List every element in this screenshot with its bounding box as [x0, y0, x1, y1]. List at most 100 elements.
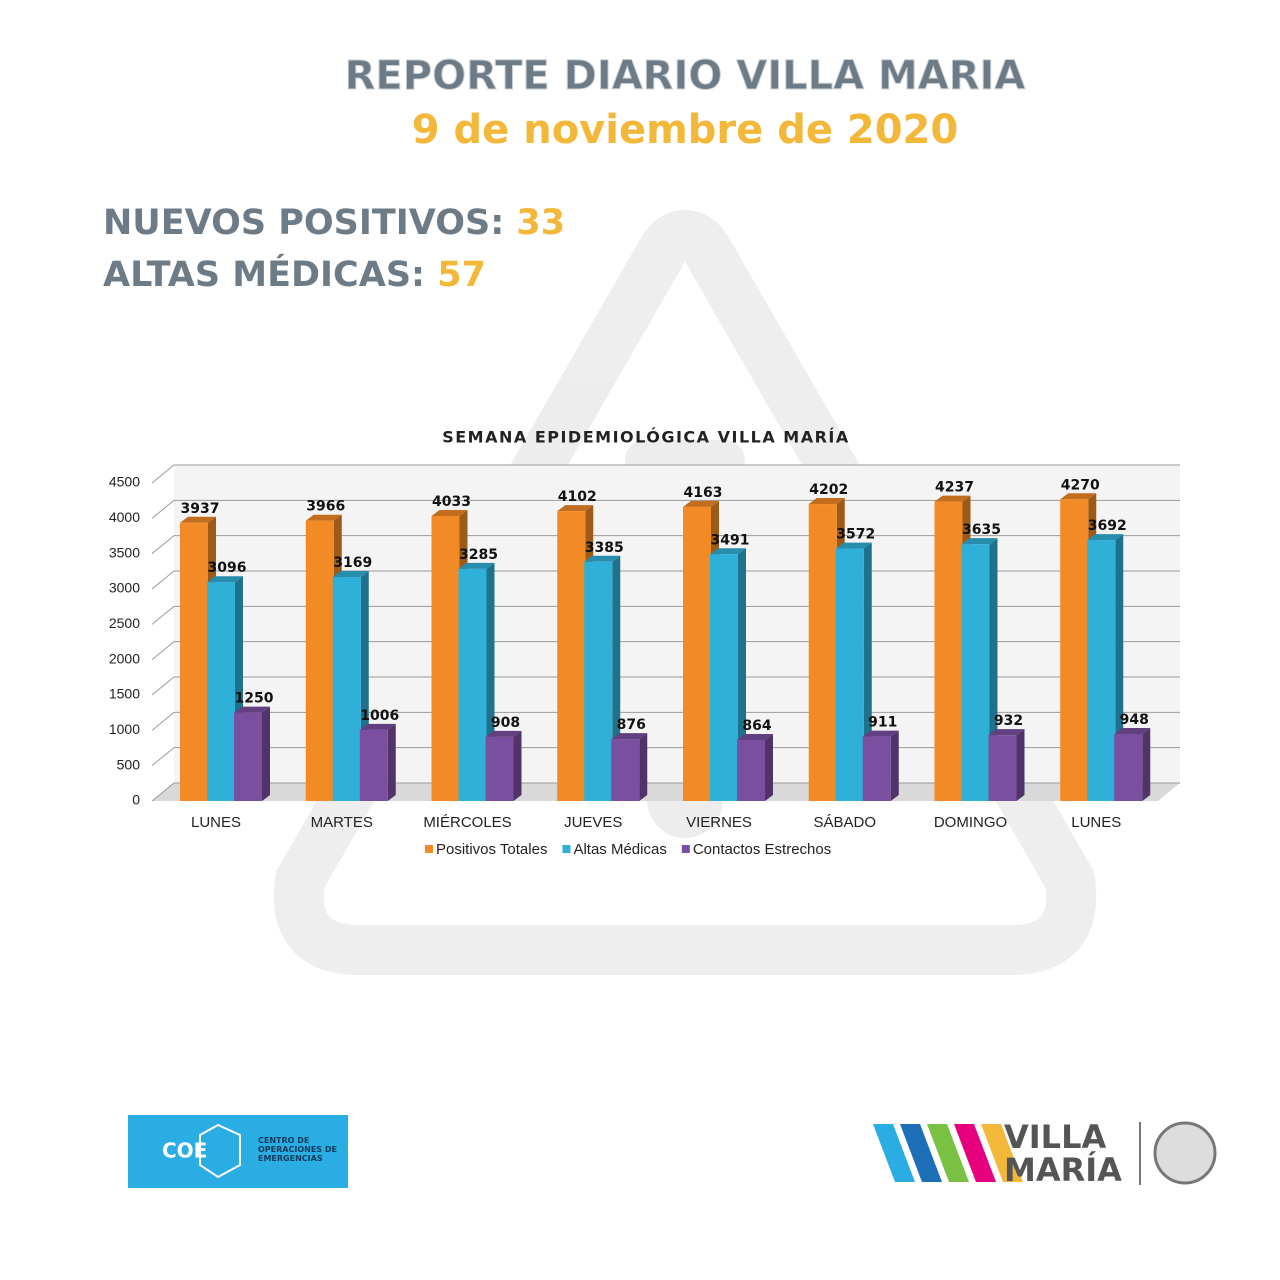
stat-line: ALTAS MÉDICAS: 57 [103, 253, 486, 295]
bar [835, 548, 864, 801]
chart-floor [152, 783, 1180, 801]
bar [611, 739, 640, 801]
bar-top [458, 562, 495, 569]
bar-side [1016, 729, 1025, 801]
bar [1087, 540, 1116, 801]
stripe [873, 1124, 915, 1182]
value-label: 932 [994, 713, 1023, 729]
stat-label: ALTAS MÉDICAS: [103, 253, 425, 295]
bar [234, 712, 262, 801]
bar-side [262, 706, 270, 801]
bar [1114, 734, 1143, 801]
y-tick-label: 3500 [109, 544, 140, 560]
bar-side [890, 730, 899, 801]
value-label: 3966 [306, 499, 345, 515]
value-label: 1250 [235, 691, 274, 707]
bar-top [584, 555, 621, 562]
y-tick-label: 4000 [109, 509, 140, 525]
bar [1060, 499, 1089, 801]
bar [207, 582, 235, 801]
bar [683, 506, 711, 801]
value-label: 3385 [585, 540, 624, 556]
bar [961, 544, 990, 801]
bar-top [737, 733, 773, 740]
stripe [954, 1124, 996, 1182]
value-label: 3285 [459, 547, 498, 563]
bar-top [431, 510, 468, 517]
value-label: 4102 [558, 489, 597, 505]
bar-top [234, 706, 270, 713]
value-label: 876 [617, 717, 646, 733]
y-tick-label: 4500 [109, 474, 140, 490]
stripe [927, 1124, 969, 1182]
value-label: 3692 [1088, 518, 1127, 534]
bar [557, 511, 586, 801]
report-date: 9 de noviembre de 2020 [412, 107, 958, 153]
x-tick-label: MIÉRCOLES [423, 814, 511, 831]
legend-label: Altas Médicas [573, 841, 666, 858]
bar-top [988, 729, 1025, 736]
coe-logo [128, 1115, 348, 1188]
bar-top [611, 733, 648, 740]
stripe [981, 1124, 1023, 1182]
bar-top [1114, 728, 1151, 735]
bar-top [557, 505, 594, 512]
stat-value: 57 [437, 255, 486, 295]
value-label: 3169 [333, 555, 372, 571]
stat-label: NUEVOS POSITIVOS: [103, 203, 504, 243]
bar-top [485, 730, 522, 737]
bar-side [639, 733, 648, 801]
value-label: 908 [491, 715, 520, 731]
value-label: 911 [868, 715, 897, 731]
bar [359, 729, 388, 801]
y-tick-label: 1500 [109, 686, 140, 702]
chart-title: SEMANA EPIDEMIOLÓGICA VILLA MARÍA [442, 428, 850, 447]
y-tick-label: 500 [117, 756, 141, 772]
value-label: 4270 [1061, 477, 1100, 493]
legend-swatch [425, 845, 433, 853]
bar-top [305, 514, 342, 521]
bar [332, 577, 361, 801]
bar-side [1142, 728, 1151, 801]
coe-icon [199, 1123, 241, 1179]
bar [988, 735, 1017, 801]
bar-top [180, 516, 216, 523]
bar-top [808, 498, 845, 505]
y-tick-label: 3000 [109, 580, 140, 596]
chart: 0 500 1000 1500 2000 2500 3000 3500 4000 4500 LUNE… [109, 464, 1180, 858]
vm-name: MARÍA [1004, 1151, 1122, 1189]
value-label: 3635 [962, 522, 1001, 538]
bar-top [961, 538, 998, 545]
bar [584, 561, 613, 801]
value-label: 864 [742, 718, 771, 734]
stripe [900, 1124, 942, 1182]
legend-swatch [681, 845, 690, 853]
report-title: REPORTE DIARIO VILLA MARIA [345, 53, 1026, 99]
value-label: 4237 [935, 480, 974, 496]
legend-label: Positivos Totales [436, 841, 547, 858]
y-tick-label: 2000 [109, 650, 140, 666]
bar [458, 568, 487, 801]
value-label: 3572 [836, 527, 875, 543]
y-tick-label: 2500 [109, 615, 140, 631]
seal [1153, 1121, 1217, 1185]
x-tick-label: SÁBADO [813, 814, 876, 831]
value-label: 4163 [684, 485, 723, 501]
value-label: 3937 [181, 501, 220, 517]
watermark-triangle [273, 210, 1097, 975]
value-label: 3491 [711, 532, 750, 548]
bar [934, 501, 963, 801]
bar [431, 516, 460, 801]
bar-top [207, 576, 243, 583]
legend-label: Contactos Estrechos [693, 841, 831, 858]
legend-swatch [562, 845, 571, 853]
bar [485, 736, 514, 801]
x-tick-label: LUNES [1071, 814, 1121, 831]
x-tick-label: VIERNES [686, 814, 752, 831]
y-tick-label: 1000 [109, 721, 140, 737]
y-tick-label: 0 [132, 792, 140, 808]
x-tick-label: JUEVES [564, 814, 622, 831]
bar-top [1087, 534, 1124, 541]
bar [710, 554, 738, 801]
